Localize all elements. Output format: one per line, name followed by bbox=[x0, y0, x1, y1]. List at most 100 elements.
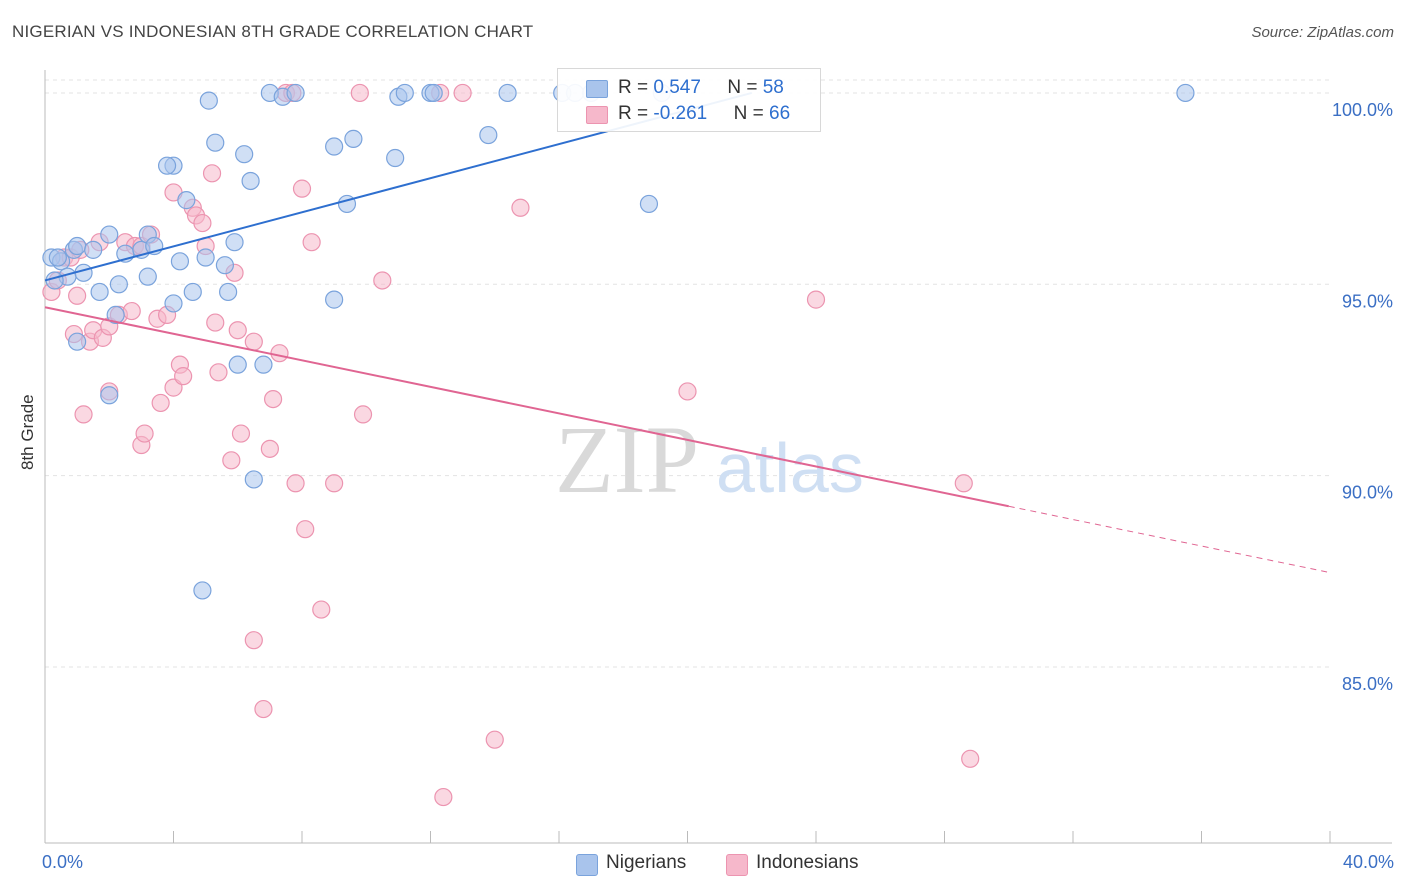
indonesians-trend-extension bbox=[1008, 505, 1331, 574]
series-swatch-nigerians bbox=[576, 854, 598, 876]
nigerians-point-32 bbox=[241, 171, 260, 191]
legend-r-label: R = bbox=[618, 103, 654, 124]
x-tick-label-max: 40.0% bbox=[1342, 852, 1394, 872]
indonesians-point-54 bbox=[350, 83, 369, 103]
chart-title: NIGERIAN VS INDONESIAN 8TH GRADE CORRELA… bbox=[12, 22, 534, 41]
nigerians-point-20 bbox=[157, 156, 177, 175]
nigerians-point-49 bbox=[479, 125, 498, 145]
nigerians-point-18 bbox=[100, 386, 119, 405]
y-axis-label: 8th Grade bbox=[18, 394, 37, 470]
nigerians-point-5 bbox=[68, 236, 87, 256]
x-tick-label-min: 0.0% bbox=[42, 852, 84, 872]
nigerians-point-29 bbox=[225, 233, 244, 252]
nigerians-point-35 bbox=[244, 470, 263, 489]
nigerians-point-34 bbox=[254, 355, 273, 374]
nigerians-point-31 bbox=[235, 145, 254, 164]
indonesians-point-63 bbox=[806, 290, 826, 309]
series-label-indonesians: Indonesians bbox=[756, 852, 859, 873]
watermark-zip: ZIP bbox=[555, 406, 699, 513]
watermark: ZIP atlas bbox=[555, 406, 864, 513]
indonesians-point-4 bbox=[68, 286, 87, 305]
legend-swatch-indonesians bbox=[586, 106, 608, 124]
watermark-atlas: atlas bbox=[716, 429, 864, 507]
indonesians-point-61 bbox=[511, 198, 530, 217]
nigerians-point-36 bbox=[193, 581, 212, 600]
y-tick-label-95: 95.0% bbox=[1342, 291, 1393, 311]
indonesians-point-49 bbox=[292, 179, 312, 198]
nigerians-point-22 bbox=[170, 252, 190, 271]
indonesians-point-60 bbox=[485, 730, 504, 749]
nigerians-point-23 bbox=[183, 282, 202, 302]
indonesians-point-23 bbox=[151, 393, 170, 413]
indonesians-point-64 bbox=[961, 749, 980, 768]
nigerians-point-54 bbox=[639, 194, 659, 214]
correlation-legend: R = 0.547 N = 58 R = -0.261 N = 66 bbox=[557, 68, 821, 132]
y-tick-label-100: 100.0% bbox=[1332, 100, 1393, 120]
indonesians-point-53 bbox=[325, 474, 344, 493]
nigerians-point-42 bbox=[344, 129, 363, 148]
nigerians-point-24 bbox=[164, 294, 183, 313]
nigerians-point-7 bbox=[84, 240, 103, 259]
nigerians-point-56 bbox=[1176, 83, 1195, 103]
nigerians-point-48 bbox=[424, 83, 443, 103]
nigerians-point-16 bbox=[138, 267, 157, 286]
indonesians-point-9 bbox=[74, 405, 93, 424]
indonesians-point-20 bbox=[135, 424, 154, 443]
legend-r-value-indonesians: -0.261 bbox=[653, 103, 708, 124]
indonesians-point-50 bbox=[296, 520, 315, 539]
legend-n-label: N = bbox=[733, 103, 770, 124]
indonesians-point-40 bbox=[244, 332, 263, 351]
indonesians-points bbox=[42, 83, 980, 807]
indonesians-point-44 bbox=[263, 389, 283, 409]
indonesians-point-45 bbox=[270, 344, 289, 363]
nigerians-point-30 bbox=[219, 282, 238, 302]
y-tick-label-90: 90.0% bbox=[1342, 483, 1393, 503]
nigerians-point-21 bbox=[177, 191, 196, 210]
nigerians-point-33 bbox=[228, 355, 247, 374]
nigerians-point-28 bbox=[215, 256, 234, 275]
y-tick-labels: 85.0% 90.0% 95.0% 100.0% bbox=[1332, 100, 1393, 694]
indonesians-point-31 bbox=[193, 213, 212, 233]
legend-r-label: R = bbox=[618, 77, 654, 98]
indonesians-point-36 bbox=[222, 451, 241, 470]
indonesians-point-43 bbox=[260, 439, 279, 458]
indonesians-point-58 bbox=[434, 787, 453, 807]
indonesians-point-37 bbox=[228, 321, 247, 340]
indonesians-point-56 bbox=[373, 271, 392, 290]
series-swatch-indonesians bbox=[726, 854, 748, 876]
nigerians-point-10 bbox=[68, 332, 87, 351]
nigerians-point-43 bbox=[325, 290, 344, 309]
indonesians-point-48 bbox=[286, 474, 305, 493]
nigerians-point-12 bbox=[109, 275, 128, 294]
nigerians-point-46 bbox=[395, 83, 414, 103]
indonesians-point-35 bbox=[209, 363, 228, 382]
indonesians-point-51 bbox=[302, 233, 321, 252]
nigerians-point-44 bbox=[386, 148, 405, 168]
indonesians-point-42 bbox=[254, 699, 273, 719]
nigerians-point-8 bbox=[100, 225, 119, 244]
nigerians-point-25 bbox=[196, 248, 215, 267]
indonesians-point-52 bbox=[312, 600, 331, 619]
indonesians-point-59 bbox=[453, 83, 472, 103]
axes bbox=[44, 70, 1392, 844]
series-legend: Nigerians Indonesians bbox=[0, 852, 1406, 878]
nigerians-point-40 bbox=[325, 137, 344, 156]
indonesians-point-65 bbox=[954, 474, 973, 493]
indonesians-point-39 bbox=[231, 424, 251, 443]
y-tick-label-85: 85.0% bbox=[1342, 674, 1393, 694]
nigerians-point-26 bbox=[206, 133, 225, 152]
legend-swatch-nigerians bbox=[586, 80, 608, 98]
series-label-nigerians: Nigerians bbox=[606, 852, 687, 873]
indonesians-point-33 bbox=[202, 164, 222, 183]
nigerians-point-27 bbox=[199, 91, 218, 110]
legend-r-value-nigerians: 0.547 bbox=[653, 77, 701, 98]
legend-n-value-nigerians: 58 bbox=[762, 77, 784, 98]
indonesians-point-62 bbox=[678, 382, 697, 401]
nigerians-point-9 bbox=[90, 282, 109, 302]
nigerians-point-39 bbox=[286, 83, 305, 103]
legend-n-value-indonesians: 66 bbox=[769, 103, 791, 124]
nigerians-point-17 bbox=[106, 305, 125, 325]
indonesians-point-16 bbox=[122, 301, 141, 321]
indonesians-trend-line bbox=[44, 306, 1009, 508]
